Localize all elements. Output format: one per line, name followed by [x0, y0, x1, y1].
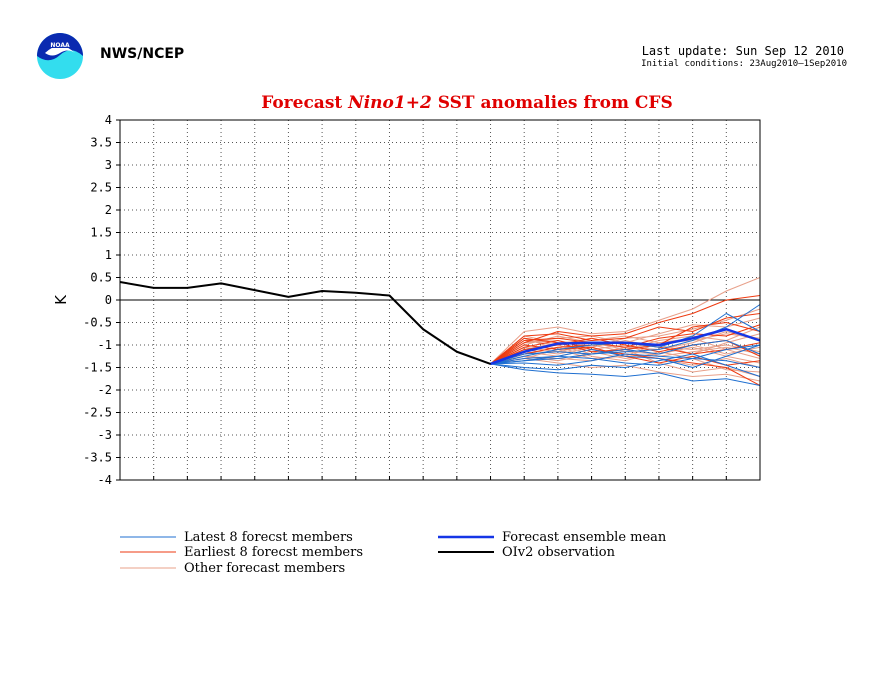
latest-member-line	[490, 363, 761, 386]
y-tick-label: -1.5	[83, 361, 112, 375]
last-update-label: Last update: Sun Sep 12 2010	[641, 44, 844, 58]
chart-title-part-2: Nino1+2	[347, 93, 432, 113]
y-tick-label: 2.5	[90, 181, 112, 195]
chart-title-part-3: SST anomalies from CFS	[432, 93, 673, 113]
y-tick-label: -1	[98, 338, 112, 352]
legend-label: Latest 8 forecst members	[184, 530, 353, 545]
other-member-line	[490, 358, 761, 382]
earliest-member-line	[490, 295, 761, 365]
y-tick-label: -3.5	[83, 451, 112, 465]
ensemble-mean-line	[490, 328, 761, 366]
y-tick-label: 3	[105, 158, 112, 172]
agency-label: NWS/NCEP	[100, 46, 185, 62]
legend-label: OIv2 observation	[502, 545, 616, 560]
y-tick-label: 0	[105, 293, 112, 307]
y-tick-label: 1.5	[90, 226, 112, 240]
y-axis-label: K	[52, 294, 70, 305]
other-member-line	[490, 333, 761, 365]
y-tick-label: -2.5	[83, 406, 112, 420]
y-tick-label: -4	[98, 473, 112, 487]
svg-text:NOAA: NOAA	[50, 42, 70, 49]
y-tick-label: -2	[98, 383, 112, 397]
other-member-line	[490, 277, 761, 365]
noaa-logo: NOAA	[35, 31, 85, 81]
axes: 4 3.5 3 2.5 2 1.5 1 0.5 0 -0.5 -1 -1.5 -2 -2.5 -3 -3.5 -…	[83, 113, 761, 487]
legend-label: Earliest 8 forecst members	[184, 545, 363, 560]
latest-member-line	[490, 344, 761, 368]
chart-title-part-1: Forecast	[261, 93, 348, 113]
chart-title: Forecast Nino1+2 SST anomalies from CFS	[261, 93, 673, 113]
grid	[120, 120, 760, 480]
latest-member-line	[490, 355, 761, 368]
y-tick-label: -0.5	[83, 316, 112, 330]
y-tick-label: 2	[105, 203, 112, 217]
y-tick-label: 1	[105, 248, 112, 262]
latest-member-line	[490, 353, 761, 377]
y-tick-label: 3.5	[90, 136, 112, 150]
initial-conditions-label: Initial conditions: 23Aug2010–1Sep2010	[641, 59, 847, 69]
y-tick-label: 0.5	[90, 271, 112, 285]
legend-label: Forecast ensemble mean	[502, 530, 667, 545]
latest-member-line	[490, 340, 761, 365]
earliest-member-line	[490, 313, 761, 365]
y-tick-label: 4	[105, 113, 112, 127]
legend-label: Other forecast members	[184, 561, 345, 576]
y-tick-label: -3	[98, 428, 112, 442]
latest-member-line	[490, 344, 761, 366]
ensemble-lines	[119, 277, 761, 386]
observation-line	[119, 281, 491, 365]
